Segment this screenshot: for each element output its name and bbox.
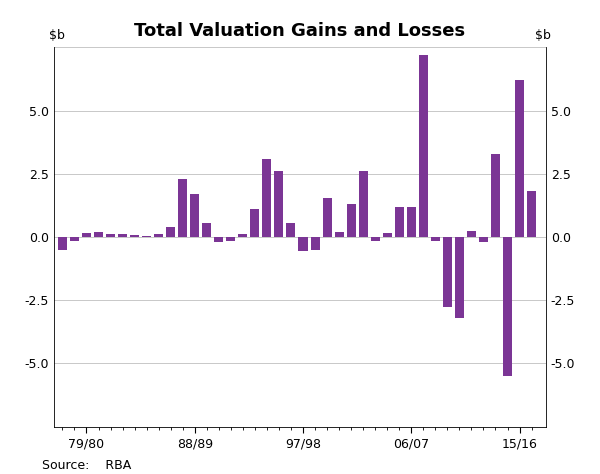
Bar xyxy=(262,159,271,237)
Bar xyxy=(286,223,295,237)
Title: Total Valuation Gains and Losses: Total Valuation Gains and Losses xyxy=(134,22,466,40)
Text: $b: $b xyxy=(49,29,65,42)
Bar xyxy=(491,154,500,237)
Bar xyxy=(298,237,308,251)
Bar xyxy=(527,191,536,237)
Bar xyxy=(58,237,67,250)
Bar xyxy=(347,204,356,237)
Bar xyxy=(142,236,151,237)
Bar xyxy=(419,55,428,237)
Bar xyxy=(335,232,344,237)
Text: $b: $b xyxy=(535,29,551,42)
Bar xyxy=(395,207,404,237)
Bar xyxy=(82,233,91,237)
Bar xyxy=(323,198,332,237)
Bar xyxy=(178,179,187,237)
Bar xyxy=(359,171,368,237)
Bar xyxy=(479,237,488,242)
Bar xyxy=(94,232,103,237)
Bar xyxy=(431,237,440,241)
Bar xyxy=(383,233,392,237)
Bar xyxy=(130,235,139,237)
Bar xyxy=(226,237,235,241)
Bar xyxy=(238,235,247,237)
Bar xyxy=(455,237,464,318)
Bar xyxy=(443,237,452,307)
Bar xyxy=(274,171,283,237)
Bar xyxy=(311,237,320,250)
Text: Source:    RBA: Source: RBA xyxy=(42,459,131,472)
Bar xyxy=(166,227,175,237)
Bar xyxy=(467,231,476,237)
Bar xyxy=(118,234,127,237)
Bar xyxy=(70,237,79,241)
Bar xyxy=(190,194,199,237)
Bar xyxy=(214,237,223,242)
Bar xyxy=(106,234,115,237)
Bar xyxy=(250,209,259,237)
Bar xyxy=(202,223,211,237)
Bar xyxy=(515,80,524,237)
Bar xyxy=(503,237,512,376)
Bar xyxy=(371,237,380,241)
Bar xyxy=(154,235,163,237)
Bar xyxy=(407,207,416,237)
